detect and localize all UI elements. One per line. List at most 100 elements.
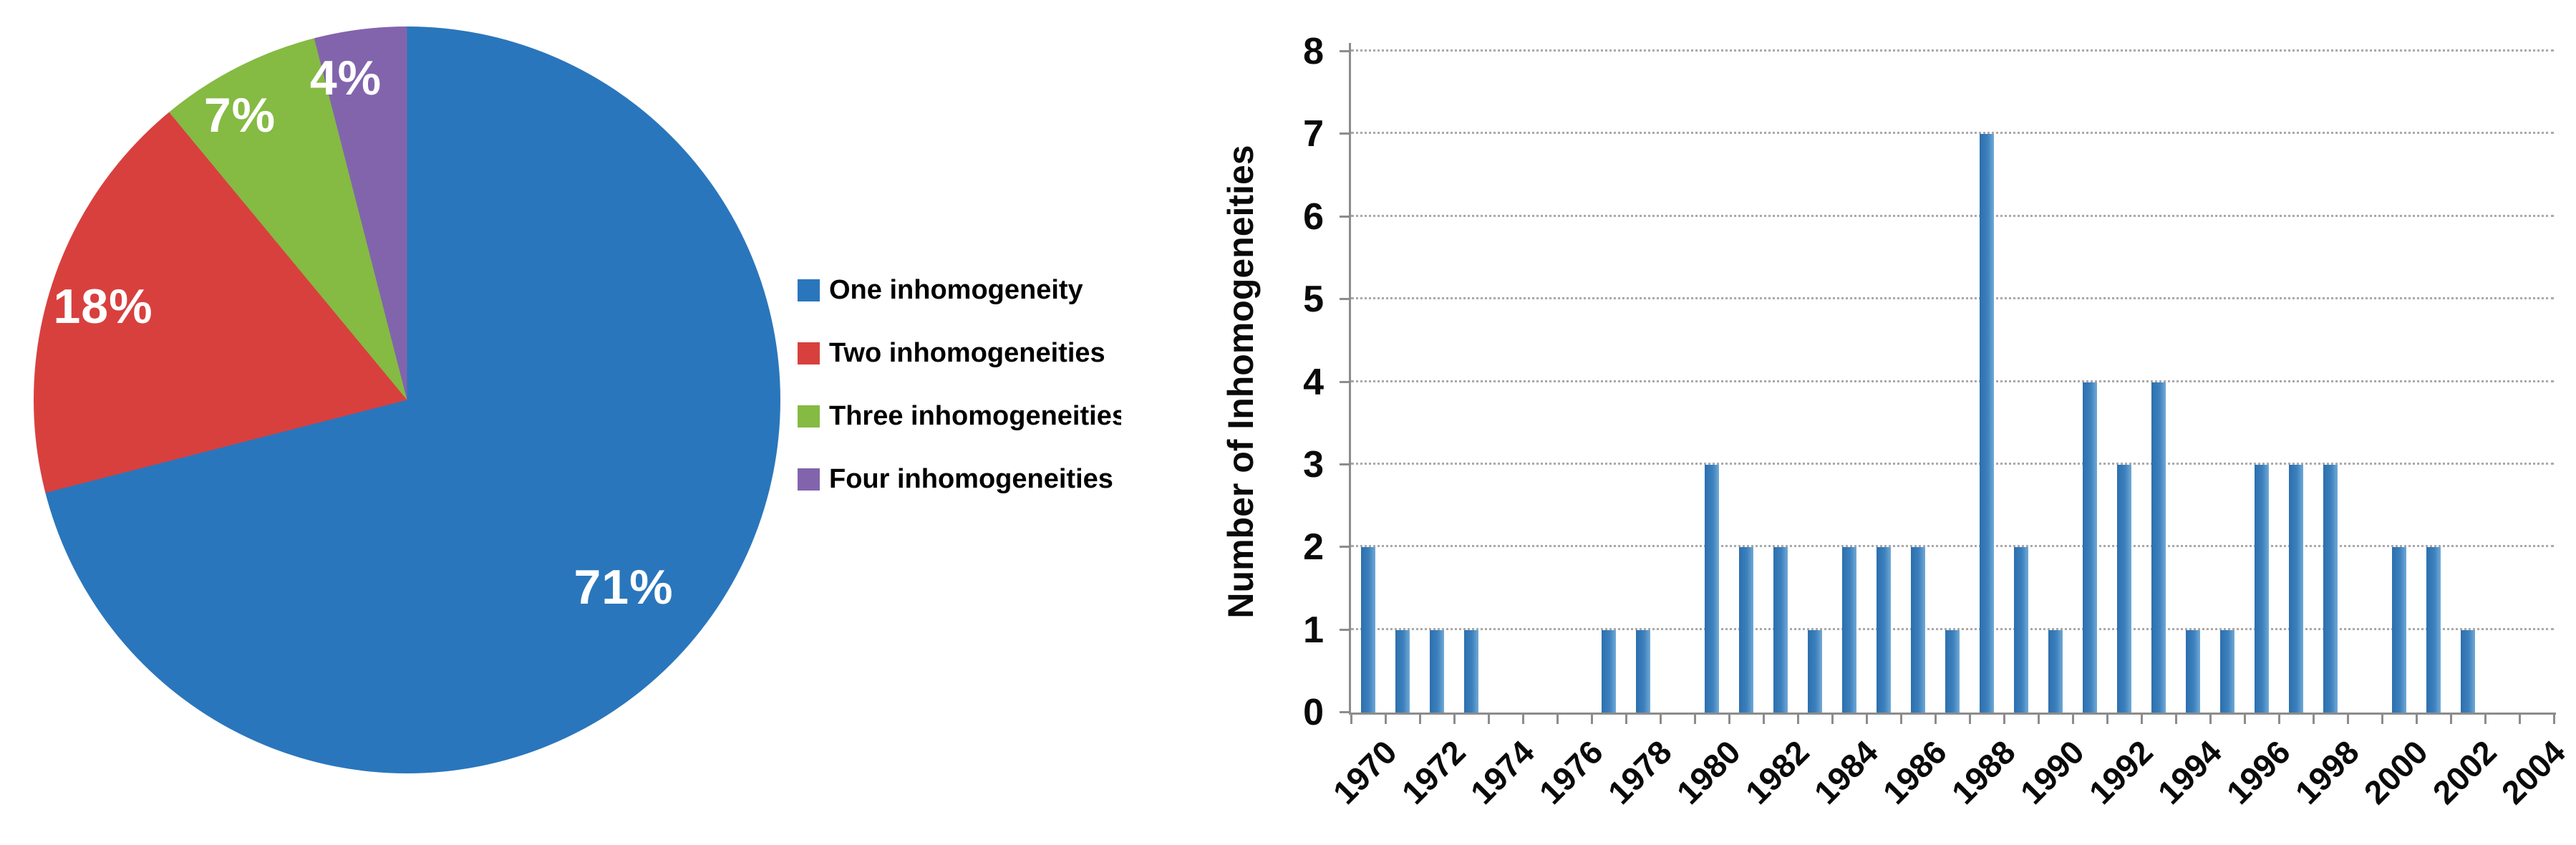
bar-year-1982 xyxy=(1773,547,1788,713)
x-tick-label-1970: 1970 xyxy=(1325,733,1404,811)
x-tick-14 xyxy=(1831,713,1834,724)
x-tick-3 xyxy=(1453,713,1456,724)
bar-year-1973 xyxy=(1464,629,1478,713)
x-tick-29 xyxy=(2347,713,2349,724)
gridline-y-1 xyxy=(1351,627,2554,630)
bar-year-2001 xyxy=(2426,547,2441,713)
x-tick-10 xyxy=(1694,713,1696,724)
legend-item-four: Four inhomogeneities xyxy=(798,448,1121,511)
bar-year-1997 xyxy=(2289,464,2303,713)
pie-slice-label-one: 71% xyxy=(573,560,674,614)
x-tick-label-2004: 2004 xyxy=(2494,733,2572,811)
gridline-y-3 xyxy=(1351,462,2554,465)
x-axis-line xyxy=(1349,713,2556,715)
bar-year-1988 xyxy=(1980,134,1994,713)
x-tick-11 xyxy=(1728,713,1730,724)
y-tick-1 xyxy=(1340,628,1351,631)
legend-label-four: Four inhomogeneities xyxy=(829,463,1113,494)
x-tick-23 xyxy=(2141,713,2143,724)
x-tick-21 xyxy=(2072,713,2074,724)
x-tick-2 xyxy=(1419,713,1421,724)
bar-year-1987 xyxy=(1945,629,1960,713)
x-tick-6 xyxy=(1556,713,1559,724)
legend-item-two: Two inhomogeneities xyxy=(798,322,1121,385)
bar-year-1998 xyxy=(2323,464,2338,713)
x-tick-label-1994: 1994 xyxy=(2150,733,2229,811)
gridline-y-6 xyxy=(1351,214,2554,217)
legend-item-one: One inhomogeneity xyxy=(798,259,1121,322)
bar-year-2002 xyxy=(2461,629,2475,713)
pie-legend: One inhomogeneity Two inhomogeneities Th… xyxy=(798,259,1121,513)
y-tick-2 xyxy=(1340,546,1351,549)
x-tick-0 xyxy=(1350,713,1352,724)
x-tick-label-1990: 1990 xyxy=(2013,733,2091,811)
pie-slice-label-two: 18% xyxy=(53,279,153,334)
plot-area: 0 1 2 3 4 5 6 7 8 1970 1972 1974 1976 1978 1980 1982 198… xyxy=(1303,33,2572,811)
y-tick-7 xyxy=(1340,132,1351,135)
x-tick-label-1992: 1992 xyxy=(2081,733,2160,811)
x-tick-label-1982: 1982 xyxy=(1738,733,1816,811)
x-tick-label-2000: 2000 xyxy=(2356,733,2435,811)
x-tick-1 xyxy=(1385,713,1387,724)
bar-year-1994 xyxy=(2186,629,2200,713)
bar-year-2000 xyxy=(2392,547,2406,713)
legend-item-three: Three inhomogeneities xyxy=(798,385,1121,448)
bar-year-1972 xyxy=(1430,629,1444,713)
bar-year-1995 xyxy=(2220,629,2234,713)
bar-year-1983 xyxy=(1808,629,1822,713)
x-tick-16 xyxy=(1900,713,1902,724)
x-tick-32 xyxy=(2450,713,2452,724)
y-tick-label-1: 1 xyxy=(1303,609,1324,651)
x-tick-4 xyxy=(1488,713,1490,724)
gridline-y-4 xyxy=(1351,380,2554,382)
y-tick-6 xyxy=(1340,215,1351,218)
x-tick-label-1986: 1986 xyxy=(1875,733,1954,811)
x-tick-18 xyxy=(1969,713,1971,724)
y-tick-5 xyxy=(1340,298,1351,301)
x-tick-7 xyxy=(1591,713,1593,724)
legend-swatch-two xyxy=(798,342,820,364)
y-axis-line xyxy=(1349,43,1351,715)
y-tick-label-5: 5 xyxy=(1303,279,1324,321)
gridline-y-2 xyxy=(1351,545,2554,548)
y-tick-3 xyxy=(1340,463,1351,465)
x-tick-label-1980: 1980 xyxy=(1669,733,1748,811)
y-tick-label-4: 4 xyxy=(1303,361,1324,403)
bar-year-1992 xyxy=(2117,464,2131,713)
x-tick-12 xyxy=(1763,713,1765,724)
bar-year-1970 xyxy=(1361,547,1375,713)
y-tick-4 xyxy=(1340,380,1351,383)
bar-year-1989 xyxy=(2014,547,2028,713)
x-tick-15 xyxy=(1866,713,1868,724)
bar-year-1984 xyxy=(1842,547,1856,713)
x-tick-label-1972: 1972 xyxy=(1394,733,1473,811)
x-tick-19 xyxy=(2003,713,2005,724)
x-tick-8 xyxy=(1625,713,1627,724)
gridline-y-8 xyxy=(1351,49,2554,52)
bar-year-1971 xyxy=(1395,629,1410,713)
x-tick-20 xyxy=(2038,713,2040,724)
bar-year-1993 xyxy=(2151,382,2166,713)
pie xyxy=(34,26,780,773)
gridline-y-7 xyxy=(1351,132,2554,135)
y-tick-label-2: 2 xyxy=(1303,526,1324,569)
x-tick-28 xyxy=(2313,713,2315,724)
bar-year-1996 xyxy=(2255,464,2269,713)
y-tick-label-6: 6 xyxy=(1303,195,1324,238)
pie-slice-label-three: 7% xyxy=(203,88,276,143)
x-tick-30 xyxy=(2381,713,2383,724)
legend-label-one: One inhomogeneity xyxy=(829,274,1083,305)
x-tick-label-1984: 1984 xyxy=(1806,733,1885,811)
x-tick-27 xyxy=(2278,713,2280,724)
x-tick-label-1996: 1996 xyxy=(2219,733,2297,811)
y-tick-8 xyxy=(1340,50,1351,52)
x-tick-label-2002: 2002 xyxy=(2425,733,2504,811)
gridline-y-5 xyxy=(1351,297,2554,300)
x-tick-9 xyxy=(1660,713,1662,724)
x-tick-label-1974: 1974 xyxy=(1463,733,1541,811)
y-tick-label-7: 7 xyxy=(1303,113,1324,155)
bar-year-1981 xyxy=(1739,547,1753,713)
bar-year-1977 xyxy=(1602,629,1616,713)
legend-swatch-three xyxy=(798,405,820,428)
